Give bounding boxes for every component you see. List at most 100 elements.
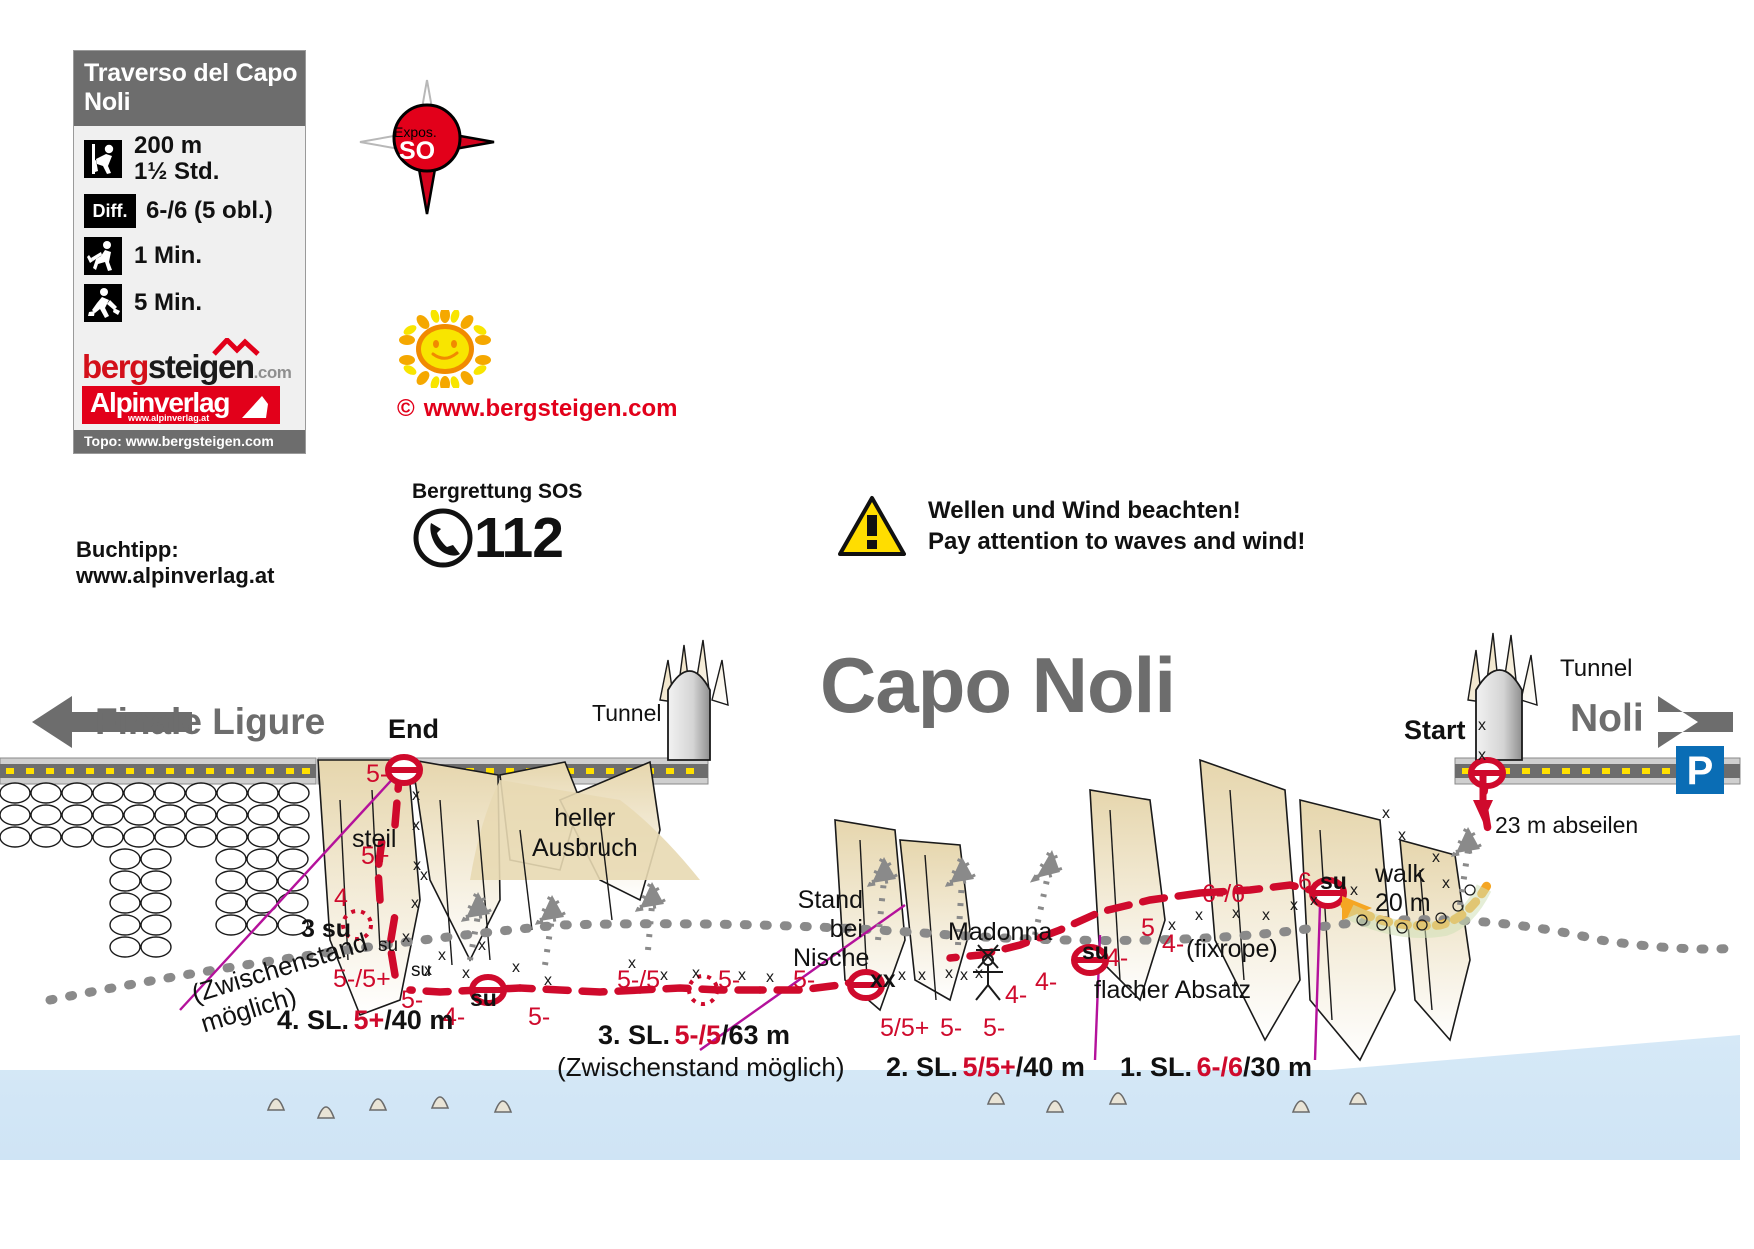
madonna-statue-icon — [973, 944, 1003, 1001]
label-stand-bei-nische: Stand bei Nische — [793, 886, 870, 972]
topo-title: Capo Noli — [820, 641, 1176, 729]
pitch-4-num: 4. SL. — [277, 1005, 350, 1035]
topo-source-footer: Topo: www.bergsteigen.com — [74, 430, 305, 453]
diff-label: Diff. — [92, 200, 128, 221]
difficulty-value: 6-/6 (5 obl.) — [146, 197, 273, 224]
svg-text:x: x — [945, 965, 953, 982]
svg-text:x: x — [766, 969, 774, 986]
pitch-4-label: 4. SL. 5+/40 m — [277, 1005, 453, 1036]
grade-5-minus-g: 5- — [983, 1014, 1006, 1042]
svg-text:x: x — [462, 965, 470, 982]
svg-text:x: x — [898, 967, 906, 984]
grade-5-minus-5-plus: 5-/5+ — [333, 965, 391, 993]
grade-5-5-plus-inline: 5/5+ — [880, 1014, 930, 1042]
compass-rose: Expos. SO — [352, 72, 502, 222]
logo-part-berg: berg — [82, 348, 149, 385]
abseil-arrow — [1473, 775, 1493, 822]
svg-text:x: x — [1442, 875, 1450, 892]
approach-hiker-icon — [84, 237, 122, 275]
label-end: End — [388, 714, 439, 744]
mark-su-x: su — [470, 985, 497, 1011]
diff-icon: Diff. — [84, 194, 136, 228]
approach-trail — [45, 915, 1745, 1005]
pitch-2-label: 2. SL. 5/5+/40 m — [886, 1052, 1085, 1083]
copyright-line: © www.bergsteigen.com — [397, 395, 678, 423]
grade-4-minus-e: 4- — [1162, 930, 1185, 958]
grade-4-minus-d: 4- — [1106, 944, 1129, 972]
sun-icon — [395, 307, 495, 392]
label-tunnel-right: Tunnel — [1560, 655, 1633, 682]
svg-text:x: x — [478, 937, 486, 954]
logo-part-steigen: steigen — [147, 348, 255, 385]
warning-triangle-icon — [838, 496, 906, 556]
mark-su-c: su — [1082, 938, 1109, 964]
svg-text:P: P — [1687, 749, 1714, 793]
pitch-1-label: 1. SL. 6-/6/30 m — [1120, 1052, 1312, 1083]
info-row-difficulty: Diff. 6-/6 (5 obl.) — [84, 194, 305, 228]
svg-text:x: x — [1398, 827, 1406, 844]
svg-text:x: x — [412, 817, 420, 834]
svg-text:x: x — [628, 955, 636, 972]
warning-text-de: Wellen und Wind beachten! — [928, 497, 1241, 524]
descent-value: 5 Min. — [134, 289, 203, 316]
grade-5-minus-e: 5- — [793, 966, 816, 994]
label-tunnel-left: Tunnel — [592, 700, 662, 726]
label-heller-ausbruch: heller Ausbruch — [532, 804, 638, 862]
grade-5: 5 — [1141, 914, 1155, 942]
svg-text:x: x — [413, 857, 421, 874]
mark-xx: xx — [870, 966, 896, 992]
buchtipp-note: Buchtipp: www.alpinverlag.at — [76, 537, 275, 588]
route-info-panel: Traverso del Capo Noli 200 m 1½ Std. Diff… — [73, 50, 306, 454]
bolt-cluster — [341, 909, 719, 1006]
grade-5-minus-5: 5-/5 — [617, 966, 661, 994]
grade-5-plus: 5+ — [361, 842, 390, 870]
svg-text:x: x — [738, 967, 746, 984]
label-flacher-absatz: flacher Absatz — [1094, 976, 1252, 1004]
pitch-4-length: /40 m — [384, 1005, 454, 1035]
svg-text:x: x — [1382, 805, 1390, 822]
label-abseil: 23 m abseilen — [1495, 812, 1639, 838]
grade-5-minus-c: 5- — [528, 1003, 551, 1031]
svg-text:x: x — [512, 959, 520, 976]
svg-text:x: x — [692, 965, 700, 982]
rescue-number-group: 112 — [412, 505, 564, 571]
grade-6-minus: 6- — [1298, 868, 1321, 896]
tunnel-portal-left — [659, 639, 729, 761]
arrow-left-finale — [32, 696, 192, 748]
svg-text:x: x — [960, 967, 968, 984]
pitch-1-num: 1. SL. — [1120, 1052, 1193, 1082]
svg-text:x: x — [438, 947, 446, 964]
svg-text:x: x — [1310, 892, 1318, 909]
copyright-url: www.bergsteigen.com — [423, 395, 678, 422]
approach-value: 1 Min. — [134, 242, 203, 269]
grade-5-minus-b: 5- — [401, 986, 424, 1014]
label-noli: Noli — [1570, 697, 1644, 740]
copyright-icon: © — [397, 395, 415, 422]
svg-text:x: x — [1232, 905, 1240, 922]
grade-6-minus-6-inline: 6-/6 — [1202, 880, 1246, 908]
heller-ausbruch-patch — [470, 780, 700, 880]
parking-sign: P — [1676, 746, 1724, 794]
svg-text:x: x — [660, 967, 668, 984]
svg-text:x: x — [1168, 917, 1176, 934]
pitch-3-note: (Zwischenstand möglich) — [557, 1052, 845, 1082]
svg-text:x: x — [411, 895, 419, 912]
tunnel-portal-right — [1467, 632, 1538, 761]
warning-text: Wellen und Wind beachten! Pay attention … — [928, 495, 1305, 557]
svg-text:x: x — [412, 787, 420, 804]
svg-text:x: x — [1350, 882, 1358, 899]
viaduct — [0, 757, 317, 958]
direction-arrows — [32, 696, 1733, 748]
svg-text:x: x — [1290, 897, 1298, 914]
bergsteigen-logo: bergsteigen.com — [82, 338, 292, 385]
svg-text:x: x — [1262, 907, 1270, 924]
label-madonna: Madonna — [948, 918, 1053, 946]
svg-text:x: x — [975, 965, 983, 982]
label-fixrope: (fixrope) — [1186, 935, 1278, 963]
pitch-1-grade: 6-/6 — [1196, 1052, 1244, 1082]
walk-path — [1340, 875, 1495, 938]
phone-icon — [413, 508, 473, 568]
arrow-right-noli — [1658, 696, 1733, 748]
svg-text:x: x — [424, 962, 432, 979]
